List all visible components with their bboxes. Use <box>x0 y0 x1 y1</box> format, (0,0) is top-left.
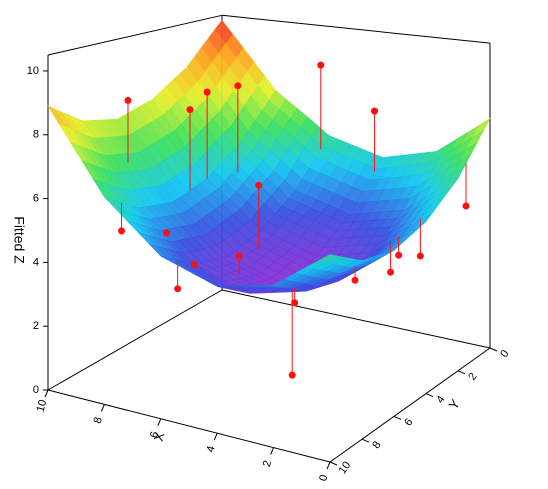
z-axis-label: Fitted Z <box>11 216 27 264</box>
y-tick-label: 6 <box>402 416 415 428</box>
x-tick <box>44 389 49 398</box>
data-point <box>371 107 379 115</box>
y-tick <box>393 415 402 420</box>
y-tick-label: 8 <box>370 439 383 451</box>
z-tick-label: 0 <box>33 384 39 396</box>
box-edge <box>221 14 491 44</box>
x-tick-label: 6 <box>148 430 161 439</box>
y-tick <box>457 370 466 375</box>
data-point <box>190 260 198 268</box>
y-tick-label: 4 <box>434 394 447 406</box>
z-tick-label: 6 <box>33 192 39 204</box>
surface-patch <box>317 254 338 263</box>
y-tick-label: 2 <box>466 371 479 383</box>
data-point <box>416 252 424 260</box>
data-point <box>462 202 470 210</box>
z-tick-label: 10 <box>27 65 39 77</box>
data-point <box>118 227 126 235</box>
x-tick <box>157 418 162 426</box>
x-tick-label: 8 <box>92 416 105 425</box>
x-tick <box>100 404 105 412</box>
box-edge <box>47 14 223 56</box>
data-point <box>203 88 211 96</box>
x-tick-label: 10 <box>35 399 50 414</box>
x-tick <box>213 433 218 441</box>
x-tick <box>326 461 331 470</box>
data-point <box>234 82 242 90</box>
y-axis-line <box>329 347 491 463</box>
x-tick <box>270 447 275 455</box>
x-axis-label: X <box>151 430 168 443</box>
x-tick-label: 2 <box>261 459 274 468</box>
z-tick-label: 4 <box>33 256 39 268</box>
data-point <box>124 96 132 104</box>
box-edge <box>47 289 223 391</box>
data-point <box>387 268 395 276</box>
y-tick <box>329 461 338 466</box>
data-point <box>174 285 182 293</box>
data-point <box>235 252 243 260</box>
box-edge <box>221 289 491 349</box>
data-point <box>291 299 299 307</box>
x-tick-label: 0 <box>317 473 330 482</box>
data-point <box>351 276 359 284</box>
y-tick-label: 10 <box>336 459 353 476</box>
y-tick-label: 0 <box>498 348 511 360</box>
x-tick-label: 4 <box>205 445 218 454</box>
data-point <box>163 229 171 237</box>
data-point <box>288 371 296 379</box>
y-tick <box>361 438 370 443</box>
y-tick <box>425 393 434 398</box>
z-tick-label: 2 <box>33 320 39 332</box>
y-axis-label: Y <box>445 396 462 412</box>
y-tick <box>489 347 498 352</box>
x-axis-line <box>47 389 331 463</box>
data-point <box>317 61 325 69</box>
data-point <box>395 251 403 259</box>
data-point <box>255 181 263 189</box>
data-point <box>186 106 194 114</box>
z-tick-label: 8 <box>33 129 39 141</box>
